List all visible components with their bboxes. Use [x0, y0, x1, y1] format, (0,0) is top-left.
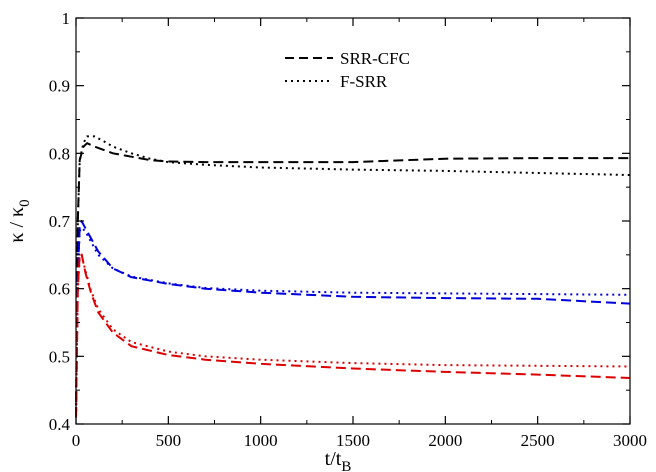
- legend: SRR-CFC F-SRR: [285, 49, 410, 91]
- y-tick-label: 0.5: [49, 347, 70, 366]
- x-tick-label: 500: [156, 431, 182, 450]
- series-line-0-dashed: [75, 142, 630, 418]
- series-line-4-dashed: [75, 252, 631, 418]
- x-tick-label: 2500: [521, 431, 555, 450]
- series-line-1-dotted: [75, 135, 631, 418]
- y-tick-label: 0.4: [49, 415, 71, 434]
- y-tick-label: 0.7: [49, 212, 71, 231]
- y-tick-label: 0.8: [49, 144, 70, 163]
- series-line-5-dotted: [75, 253, 631, 418]
- x-tick-label: 1000: [244, 431, 278, 450]
- y-axis-label: κ / κ0: [6, 199, 33, 242]
- axis-ticks: [75, 17, 631, 425]
- tick-labels: 0 500 1000 1500 2000 2500 3000 0.4 0.5 0.6 0.7 0.8 0…: [49, 9, 647, 450]
- y-tick-label: 0.6: [49, 280, 70, 299]
- y-axis-label-subscript: 0: [17, 199, 33, 207]
- x-tick-label: 2000: [428, 431, 462, 450]
- y-tick-label: 0.9: [49, 77, 70, 96]
- series-line-2-dashed: [75, 220, 631, 418]
- x-tick-label: 1500: [336, 431, 370, 450]
- legend-label-srr-cfc: SRR-CFC: [340, 49, 410, 68]
- legend-label-f-srr: F-SRR: [340, 72, 388, 91]
- x-axis-label-main: t/t: [325, 448, 342, 470]
- series-line-3-dotted: [75, 226, 631, 418]
- x-tick-label: 0: [72, 431, 81, 450]
- y-tick-label: 1: [62, 9, 71, 28]
- x-tick-label: 3000: [613, 431, 647, 450]
- y-axis-label-main: κ / κ: [6, 207, 28, 243]
- x-axis-label-subscript: B: [341, 459, 351, 472]
- x-axis-label: t/tB: [325, 448, 352, 472]
- plot-lines: [75, 135, 631, 418]
